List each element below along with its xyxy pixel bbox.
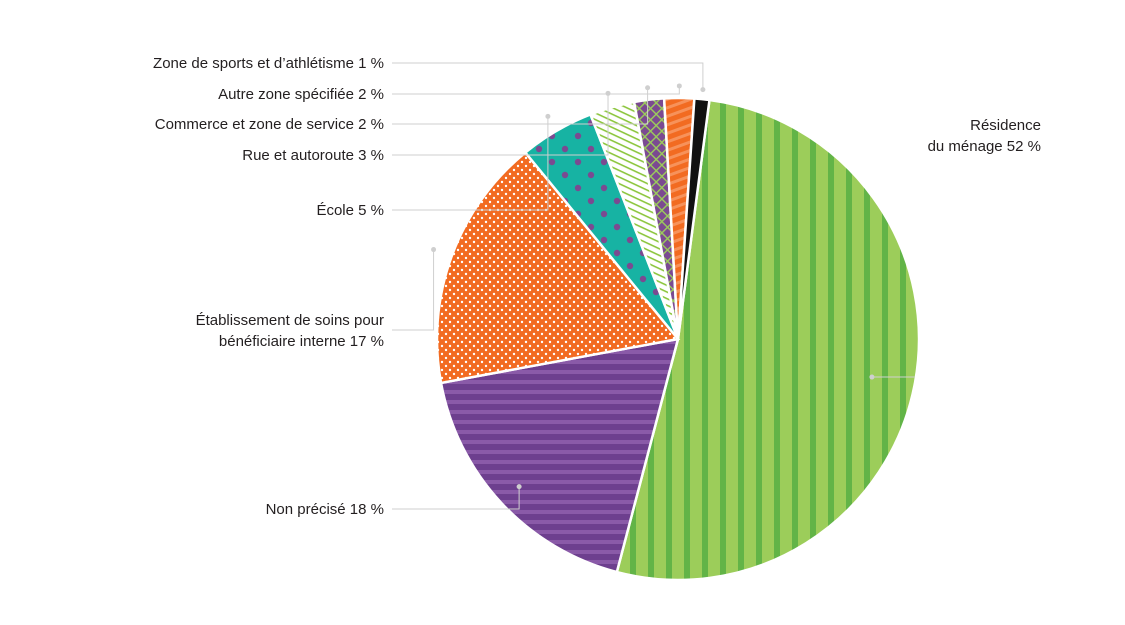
- slice-label-4: Rue et autoroute 3 %: [242, 147, 384, 164]
- pie-slice-1: [439, 337, 680, 574]
- leader-lines: [392, 62, 915, 510]
- slice-label-2: Établissement de soins pour bénéficiaire …: [196, 312, 384, 350]
- leader-line-6: [392, 85, 680, 95]
- pie-slice-7: [676, 97, 711, 340]
- slice-label-5: Commerce et zone de service 2 %: [155, 116, 384, 133]
- slice-label-3: École 5 %: [316, 202, 384, 219]
- slice-label-1: Non précisé 18 %: [266, 501, 384, 518]
- leader-line-1: [392, 486, 520, 510]
- slice-labels: Résidence du ménage 52 % Non précisé 18 % É…: [153, 55, 1041, 518]
- leader-line-7: [392, 62, 704, 90]
- leader-line-3: [392, 116, 549, 211]
- slice-label-7: Zone de sports et d’athlétisme 1 %: [153, 55, 384, 72]
- leader-line-4: [392, 93, 609, 156]
- pie-slices: [435, 96, 921, 582]
- pie-slice-0: [615, 98, 921, 582]
- slice-label-6: Autre zone spécifiée 2 %: [218, 86, 384, 103]
- leader-line-5: [392, 87, 649, 125]
- leader-line-2: [392, 249, 435, 331]
- slice-label-0: Résidence du ménage 52 %: [928, 117, 1041, 155]
